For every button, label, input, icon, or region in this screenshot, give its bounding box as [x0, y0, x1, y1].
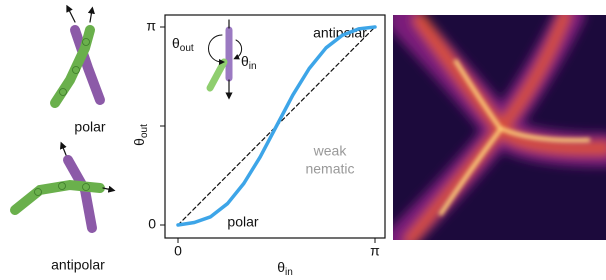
annotation: nematic — [305, 161, 354, 177]
symbol: θ — [277, 259, 285, 275]
annotation: polar — [227, 214, 258, 230]
y-tick-label: 0 — [148, 216, 156, 232]
antipolar-illustration — [15, 145, 112, 228]
annotation: weak — [313, 143, 348, 159]
inset-sketch — [209, 20, 242, 96]
heatmap — [393, 15, 606, 240]
subscript: out — [180, 43, 194, 54]
inset-label: θout — [172, 35, 194, 54]
page: {"left_panel": {"labels": ["polar", "ant… — [0, 0, 606, 280]
subscript: out — [139, 124, 150, 138]
subscript: in — [249, 61, 257, 72]
y-axis-label: θout — [131, 124, 150, 146]
panel-label: antipolar — [51, 257, 105, 273]
x-tick-label: 0 — [174, 243, 182, 259]
y-tick-label: π — [146, 18, 156, 34]
x-tick-label: π — [370, 243, 380, 259]
subscript: in — [285, 267, 293, 278]
symbol: θ — [241, 53, 249, 69]
polar-illustration — [55, 8, 100, 103]
panel-label: polar — [74, 119, 105, 135]
symbol: θ — [172, 35, 180, 51]
figure: polar antipolar θin θout antipolar weak … — [0, 0, 606, 280]
x-axis-label: θin — [277, 259, 293, 278]
symbol: θ — [131, 138, 147, 146]
inset-label: θin — [241, 53, 257, 72]
